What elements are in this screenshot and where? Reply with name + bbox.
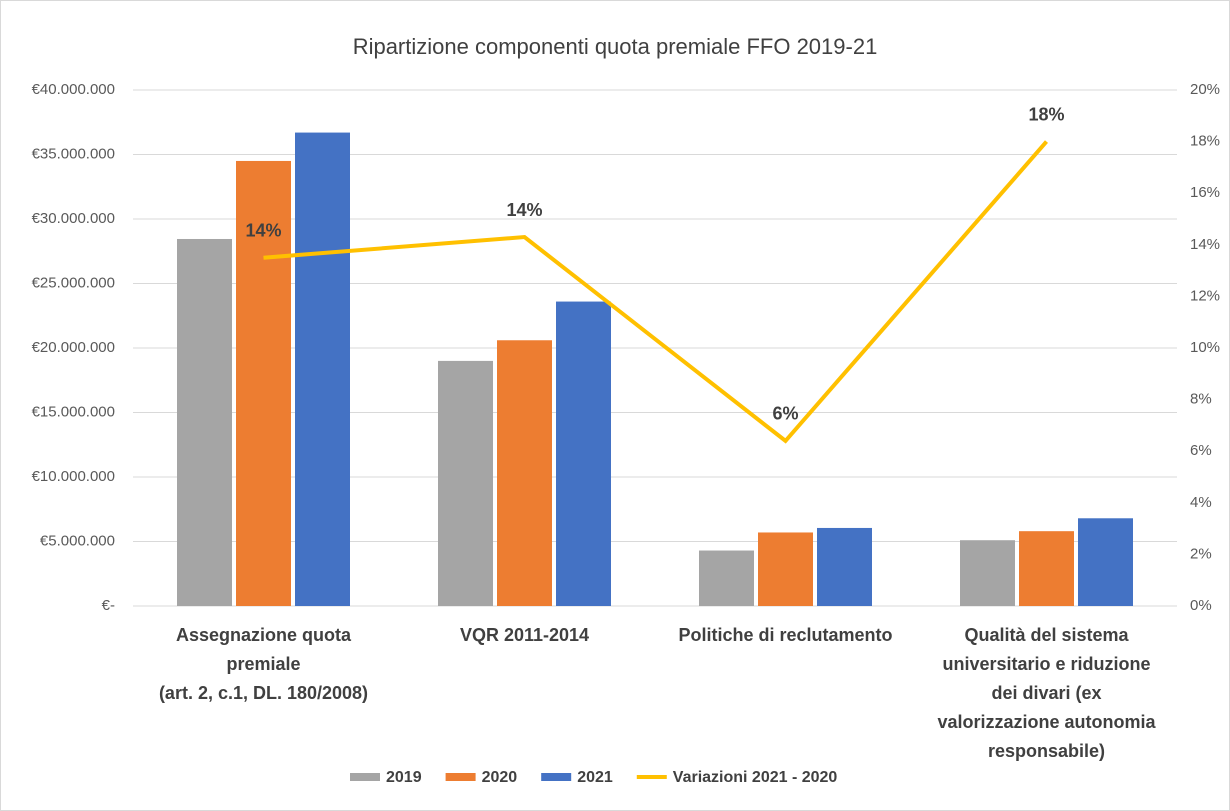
x-tick-label: universitario e riduzione <box>942 654 1150 674</box>
legend-label: 2020 <box>482 769 518 786</box>
y2-tick-label: 8% <box>1190 391 1212 408</box>
x-tick-label: dei divari (ex <box>991 683 1101 703</box>
y-tick-label: €10.000.000 <box>32 468 115 485</box>
bar <box>758 532 813 606</box>
y-tick-label: €30.000.000 <box>32 210 115 227</box>
bar <box>1078 518 1133 606</box>
y2-tick-label: 18% <box>1190 133 1220 150</box>
data-label: 14% <box>506 200 542 220</box>
legend-label: 2019 <box>386 769 422 786</box>
x-tick-label: responsabile) <box>988 741 1105 761</box>
y-tick-label: €5.000.000 <box>40 532 115 549</box>
y2-tick-label: 14% <box>1190 236 1220 253</box>
bar <box>438 360 493 606</box>
legend-swatch <box>541 773 572 781</box>
data-label: 14% <box>245 220 281 240</box>
x-tick-label: valorizzazione autonomia <box>937 712 1156 732</box>
y2-tick-label: 10% <box>1190 339 1220 356</box>
y2-tick-label: 12% <box>1190 287 1220 304</box>
y-tick-label: €20.000.000 <box>32 339 115 356</box>
legend-label: 2021 <box>577 769 613 786</box>
legend-label: Variazioni 2021 - 2020 <box>673 769 838 786</box>
bar <box>699 550 754 606</box>
y-tick-label: €15.000.000 <box>32 403 115 420</box>
data-label: 18% <box>1028 104 1064 124</box>
bar <box>236 160 291 606</box>
y-tick-label: €40.000.000 <box>32 81 115 98</box>
bar <box>177 238 232 606</box>
bar <box>497 340 552 606</box>
bar <box>960 540 1015 606</box>
x-tick-label: Assegnazione quota <box>176 625 352 645</box>
chart-title: Ripartizione componenti quota premiale F… <box>353 34 878 59</box>
y2-tick-label: 4% <box>1190 494 1212 511</box>
y-tick-label: €25.000.000 <box>32 274 115 291</box>
bar <box>556 301 611 606</box>
y-tick-label: €35.000.000 <box>32 145 115 162</box>
y2-tick-label: 20% <box>1190 81 1220 98</box>
data-label: 6% <box>772 404 798 424</box>
x-tick-label: (art. 2, c.1, DL. 180/2008) <box>159 683 368 703</box>
legend-swatch <box>445 773 476 781</box>
x-tick-label: premiale <box>226 654 300 674</box>
bar <box>1019 531 1074 606</box>
line <box>263 140 1049 444</box>
bar <box>817 527 872 606</box>
x-tick-label: Qualità del sistema <box>964 625 1129 645</box>
y2-tick-label: 16% <box>1190 184 1220 201</box>
x-tick-label: VQR 2011-2014 <box>460 625 589 645</box>
y2-tick-label: 2% <box>1190 545 1212 562</box>
y2-tick-label: 6% <box>1190 442 1212 459</box>
x-tick-label: Politiche di reclutamento <box>678 625 892 645</box>
legend-swatch <box>350 773 380 781</box>
y2-tick-label: 0% <box>1190 597 1212 614</box>
bar <box>295 132 350 606</box>
y-tick-label: €- <box>102 597 115 614</box>
